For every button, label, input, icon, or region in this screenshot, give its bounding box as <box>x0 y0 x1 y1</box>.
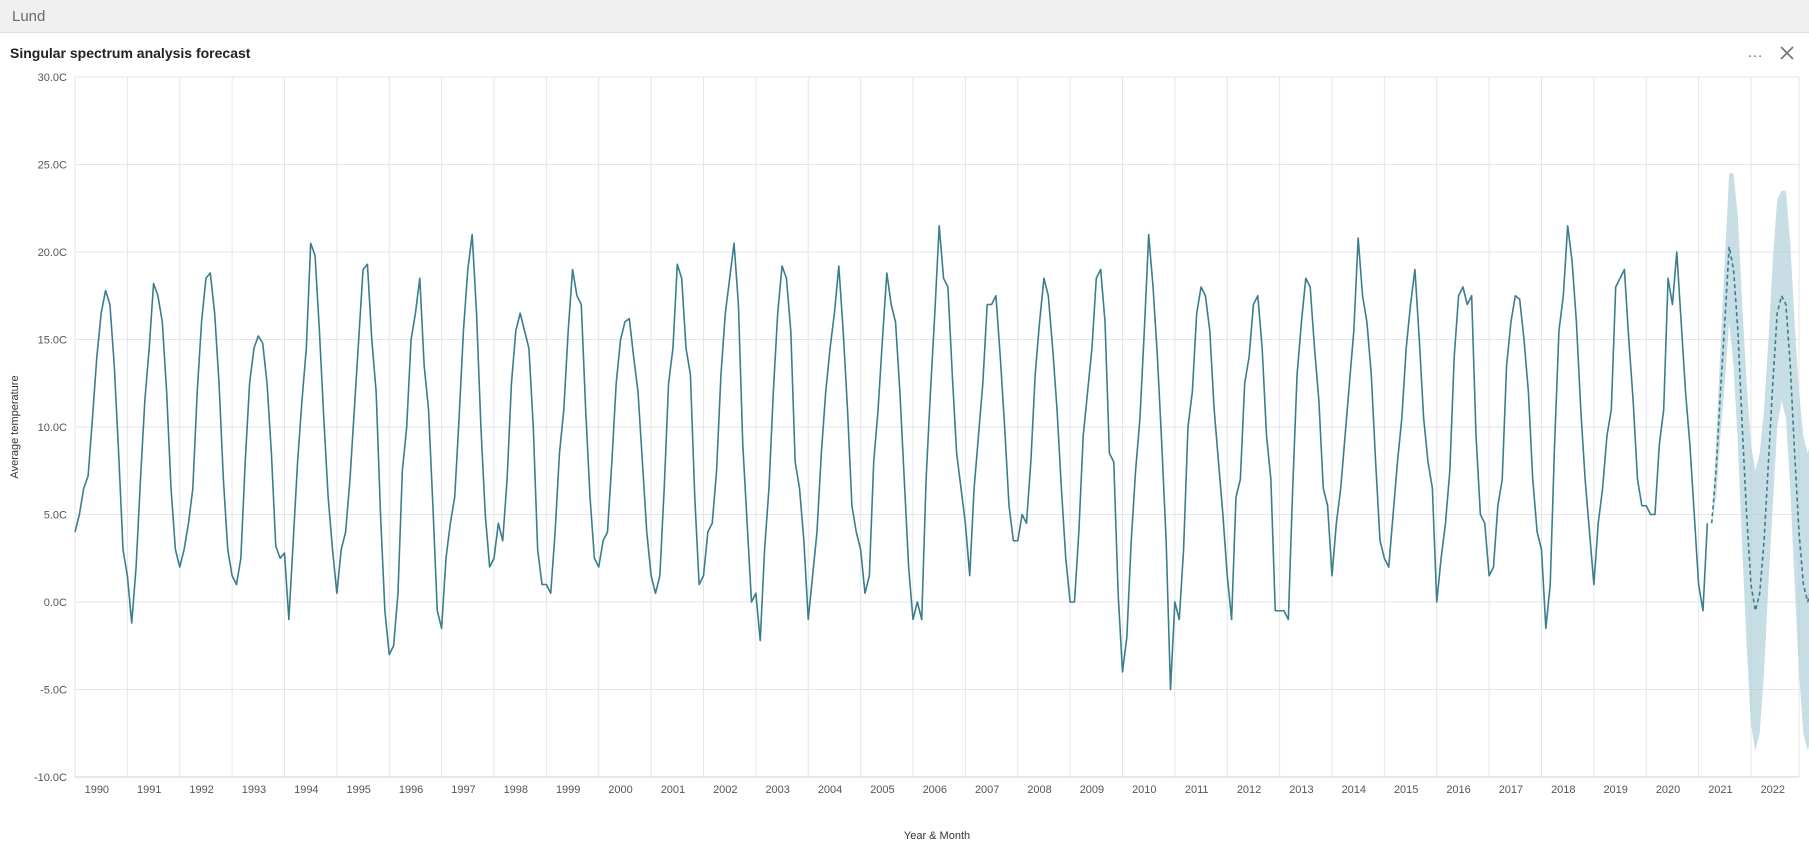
more-options-icon[interactable]: … <box>1747 45 1765 61</box>
svg-text:2007: 2007 <box>975 784 999 796</box>
svg-text:2017: 2017 <box>1499 784 1523 796</box>
svg-text:2015: 2015 <box>1394 784 1418 796</box>
svg-text:1998: 1998 <box>504 784 528 796</box>
chart-area: -10.0C -5.0C 0.0C 5.0C 10.0C 15.0C 20.0C 25.0C 3… <box>0 67 1809 857</box>
svg-text:2022: 2022 <box>1761 784 1785 796</box>
svg-text:2005: 2005 <box>870 784 894 796</box>
svg-text:2009: 2009 <box>1080 784 1104 796</box>
svg-text:2016: 2016 <box>1446 784 1470 796</box>
svg-text:-10.0C: -10.0C <box>34 772 67 784</box>
svg-text:1992: 1992 <box>189 784 213 796</box>
svg-text:1997: 1997 <box>451 784 475 796</box>
forecast-line-chart: -10.0C -5.0C 0.0C 5.0C 10.0C 15.0C 20.0C 25.0C 3… <box>0 67 1809 857</box>
svg-text:1999: 1999 <box>556 784 580 796</box>
page-header: Lund <box>0 0 1809 33</box>
svg-text:2014: 2014 <box>1342 784 1366 796</box>
svg-text:2013: 2013 <box>1289 784 1313 796</box>
svg-text:1996: 1996 <box>399 784 423 796</box>
svg-text:0.0C: 0.0C <box>44 597 67 609</box>
svg-text:-5.0C: -5.0C <box>40 685 67 697</box>
svg-text:25.0C: 25.0C <box>38 160 67 172</box>
svg-text:2006: 2006 <box>923 784 947 796</box>
svg-text:30.0C: 30.0C <box>38 72 67 84</box>
svg-text:1990: 1990 <box>85 784 109 796</box>
svg-text:2010: 2010 <box>1132 784 1156 796</box>
svg-text:1995: 1995 <box>346 784 370 796</box>
svg-text:15.0C: 15.0C <box>38 335 67 347</box>
svg-text:2002: 2002 <box>713 784 737 796</box>
svg-text:2018: 2018 <box>1551 784 1575 796</box>
panel-header: Singular spectrum analysis forecast … <box>0 33 1809 67</box>
svg-text:2021: 2021 <box>1708 784 1732 796</box>
svg-text:2001: 2001 <box>661 784 685 796</box>
svg-text:2003: 2003 <box>765 784 789 796</box>
svg-text:2020: 2020 <box>1656 784 1680 796</box>
svg-text:20.0C: 20.0C <box>38 247 67 259</box>
observed-line <box>75 226 1707 690</box>
svg-text:5.0C: 5.0C <box>44 510 67 522</box>
x-axis-label: Year & Month <box>904 830 970 842</box>
panel-controls: … <box>1747 45 1795 61</box>
svg-text:2004: 2004 <box>818 784 842 796</box>
svg-text:2019: 2019 <box>1603 784 1627 796</box>
svg-text:1994: 1994 <box>294 784 318 796</box>
svg-text:1993: 1993 <box>242 784 266 796</box>
svg-text:1991: 1991 <box>137 784 161 796</box>
svg-text:2011: 2011 <box>1185 784 1209 796</box>
svg-text:2008: 2008 <box>1027 784 1051 796</box>
close-icon[interactable] <box>1779 45 1795 61</box>
svg-text:2000: 2000 <box>608 784 632 796</box>
panel-title: Singular spectrum analysis forecast <box>10 45 250 61</box>
svg-text:2012: 2012 <box>1237 784 1261 796</box>
svg-text:10.0C: 10.0C <box>38 422 67 434</box>
page-title: Lund <box>12 8 45 25</box>
y-axis-label: Average temperature <box>9 375 21 478</box>
